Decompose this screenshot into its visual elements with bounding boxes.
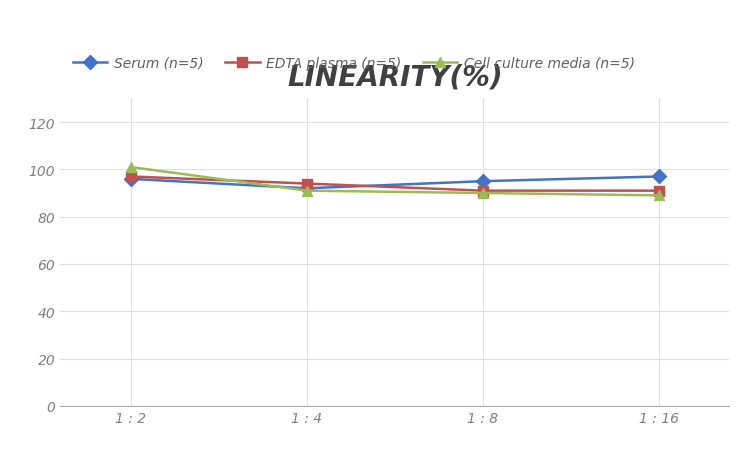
- EDTA plasma (n=5): [126, 175, 135, 180]
- Serum (n=5): [654, 175, 663, 180]
- Cell culture media (n=5): [126, 165, 135, 170]
- EDTA plasma (n=5): [654, 189, 663, 194]
- Title: LINEARITY(%): LINEARITY(%): [287, 64, 502, 92]
- Line: EDTA plasma (n=5): EDTA plasma (n=5): [126, 172, 664, 196]
- Serum (n=5): [478, 179, 487, 184]
- Line: Serum (n=5): Serum (n=5): [126, 172, 664, 194]
- Legend: Serum (n=5), EDTA plasma (n=5), Cell culture media (n=5): Serum (n=5), EDTA plasma (n=5), Cell cul…: [67, 51, 641, 76]
- EDTA plasma (n=5): [302, 181, 311, 187]
- Cell culture media (n=5): [478, 191, 487, 196]
- Serum (n=5): [302, 186, 311, 192]
- Cell culture media (n=5): [302, 189, 311, 194]
- Cell culture media (n=5): [654, 193, 663, 198]
- Line: Cell culture media (n=5): Cell culture media (n=5): [126, 163, 664, 201]
- Serum (n=5): [126, 177, 135, 182]
- EDTA plasma (n=5): [478, 189, 487, 194]
